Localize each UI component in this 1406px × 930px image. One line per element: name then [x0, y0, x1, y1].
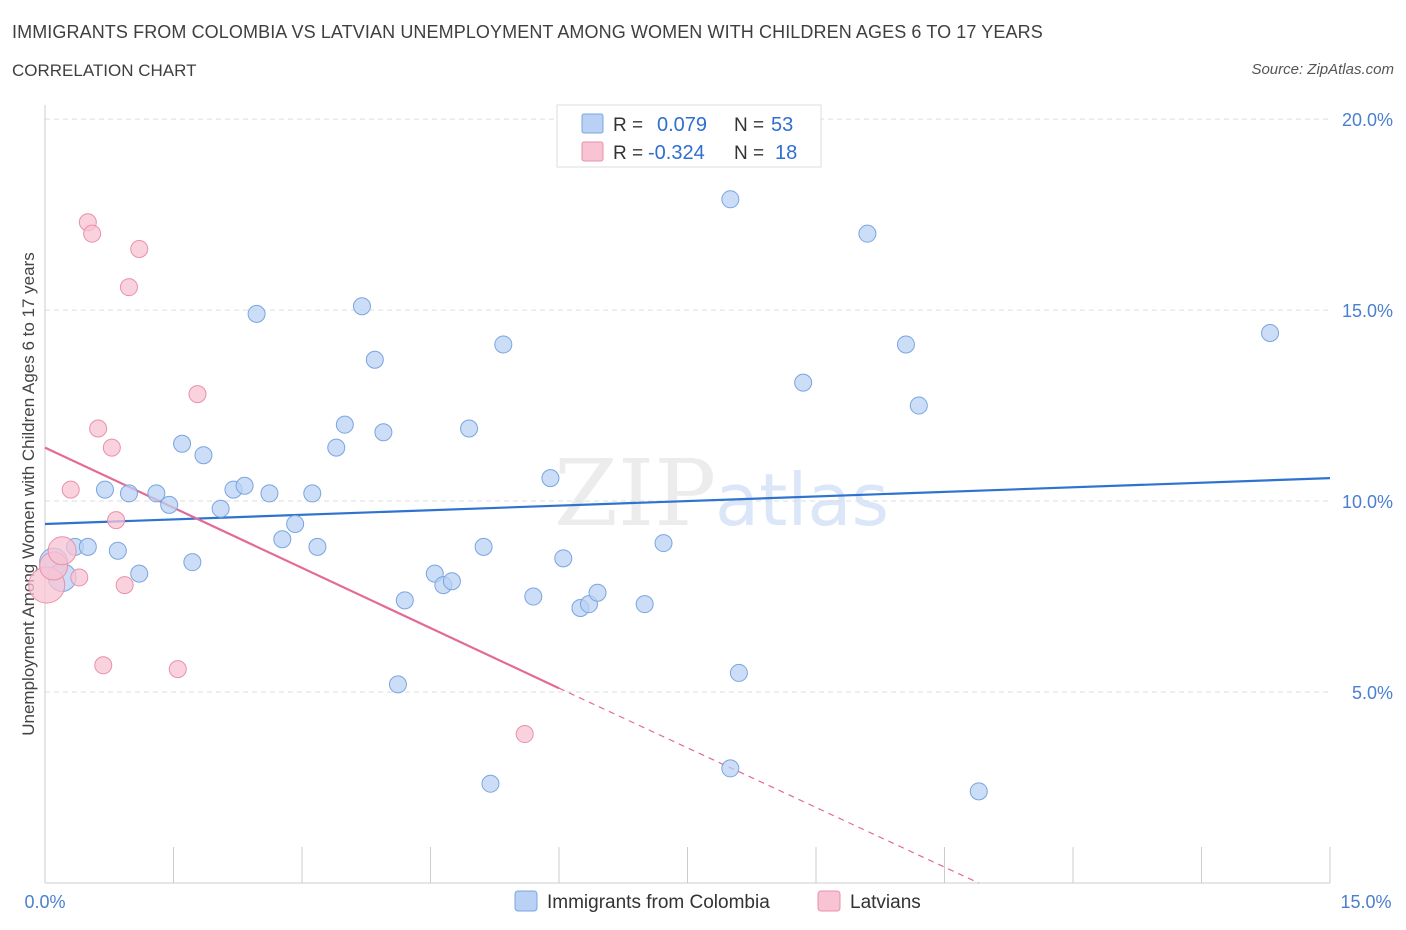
point-colombia-42: [635, 595, 654, 614]
point-colombia-37: [541, 469, 560, 488]
point-latvians-13: [130, 239, 149, 258]
point-colombia-32: [460, 419, 479, 438]
point-colombia-10: [173, 434, 192, 453]
point-latvians-14: [168, 660, 187, 679]
point-colombia-22: [327, 438, 346, 457]
point-colombia-17: [260, 484, 279, 503]
y-axis-title: Unemployment Among Women with Children A…: [19, 252, 38, 736]
point-latvians-10: [107, 511, 126, 530]
point-colombia-6: [119, 484, 138, 503]
stats-legend: R = 0.079 N = 53 R = -0.324 N = 18: [556, 104, 822, 168]
point-latvians-7: [89, 419, 108, 438]
point-colombia-25: [365, 350, 384, 369]
point-colombia-21: [308, 537, 327, 556]
point-colombia-46: [721, 759, 740, 778]
point-colombia-4: [95, 480, 114, 499]
point-colombia-20: [303, 484, 322, 503]
legend-r-value-1: 0.079: [657, 114, 707, 136]
point-latvians-16: [515, 725, 534, 744]
point-latvians-11: [115, 576, 134, 595]
y-tick-labels: 5.0% 10.0% 15.0% 20.0%: [1342, 110, 1393, 703]
y-tick-label-15: 15.0%: [1342, 301, 1393, 321]
series-legend-label-latvians: Latvians: [850, 892, 921, 913]
x-tick-label-max: 15.0%: [1340, 892, 1391, 912]
point-colombia-12: [194, 446, 213, 465]
y-tick-label-20: 20.0%: [1342, 110, 1393, 130]
point-latvians-12: [119, 278, 138, 297]
source-credit: Source: ZipAtlas.com: [1251, 61, 1394, 78]
point-colombia-8: [147, 484, 166, 503]
legend-swatch-blue: [581, 113, 604, 134]
point-colombia-50: [909, 396, 928, 415]
point-colombia-48: [858, 224, 877, 243]
point-latvians-8: [94, 656, 113, 675]
point-colombia-28: [395, 591, 414, 610]
point-colombia-3: [78, 537, 97, 556]
point-colombia-31: [442, 572, 461, 591]
point-colombia-51: [969, 782, 988, 801]
point-colombia-34: [481, 774, 500, 793]
point-colombia-26: [374, 423, 393, 442]
legend-n-value-1: 53: [771, 114, 793, 136]
y-tick-label-5: 5.0%: [1352, 683, 1393, 703]
point-colombia-7: [130, 564, 149, 583]
point-colombia-45: [729, 663, 748, 682]
point-colombia-16: [247, 304, 266, 323]
point-colombia-9: [160, 495, 179, 514]
data-points: [28, 190, 1280, 801]
legend-r-label-1: R =: [613, 115, 643, 136]
point-colombia-15: [235, 476, 254, 495]
point-colombia-11: [183, 553, 202, 572]
point-colombia-35: [494, 335, 513, 354]
point-latvians-4: [70, 568, 89, 587]
grid-lines: [45, 118, 1330, 693]
point-colombia-44: [721, 190, 740, 209]
trend-line-colombia: [44, 477, 1331, 526]
trend-line-latvians: [44, 446, 560, 690]
point-colombia-41: [588, 583, 607, 602]
point-latvians-6: [83, 224, 102, 243]
series-legend-label-colombia: Immigrants from Colombia: [547, 892, 770, 913]
series-legend-swatch-colombia: [514, 890, 538, 912]
point-colombia-47: [794, 373, 813, 392]
legend-n-label-2: N =: [734, 143, 764, 164]
trend-line-latvians-extension: [558, 687, 980, 884]
point-latvians-15: [188, 385, 207, 404]
point-colombia-5: [108, 541, 127, 560]
x-axis-ticks: [173, 847, 1331, 883]
y-tick-label-10: 10.0%: [1342, 492, 1393, 512]
chart-subtitle: CORRELATION CHART: [12, 61, 197, 80]
point-colombia-23: [335, 415, 354, 434]
series-legend: Immigrants from Colombia Latvians: [514, 890, 921, 913]
point-colombia-18: [273, 530, 292, 549]
legend-swatch-pink: [581, 141, 604, 162]
legend-n-value-2: 18: [775, 142, 797, 164]
x-tick-label-min: 0.0%: [24, 892, 65, 912]
point-colombia-36: [524, 587, 543, 606]
point-latvians-3: [61, 480, 80, 499]
point-latvians-2: [47, 536, 77, 566]
point-colombia-52: [1261, 323, 1280, 342]
legend-r-label-2: R =: [613, 143, 643, 164]
point-colombia-43: [654, 534, 673, 553]
watermark-zip: ZIP: [554, 440, 716, 547]
point-colombia-19: [286, 514, 305, 533]
series-legend-swatch-latvians: [817, 890, 841, 912]
chart-title: IMMIGRANTS FROM COLOMBIA VS LATVIAN UNEM…: [12, 22, 1043, 42]
legend-n-label-1: N =: [734, 115, 764, 136]
point-colombia-33: [474, 537, 493, 556]
legend-r-value-2: -0.324: [648, 142, 705, 164]
point-colombia-27: [388, 675, 407, 694]
point-colombia-24: [352, 297, 371, 316]
point-latvians-9: [102, 438, 121, 457]
point-colombia-38: [554, 549, 573, 568]
point-colombia-49: [896, 335, 915, 354]
point-colombia-13: [211, 499, 230, 518]
